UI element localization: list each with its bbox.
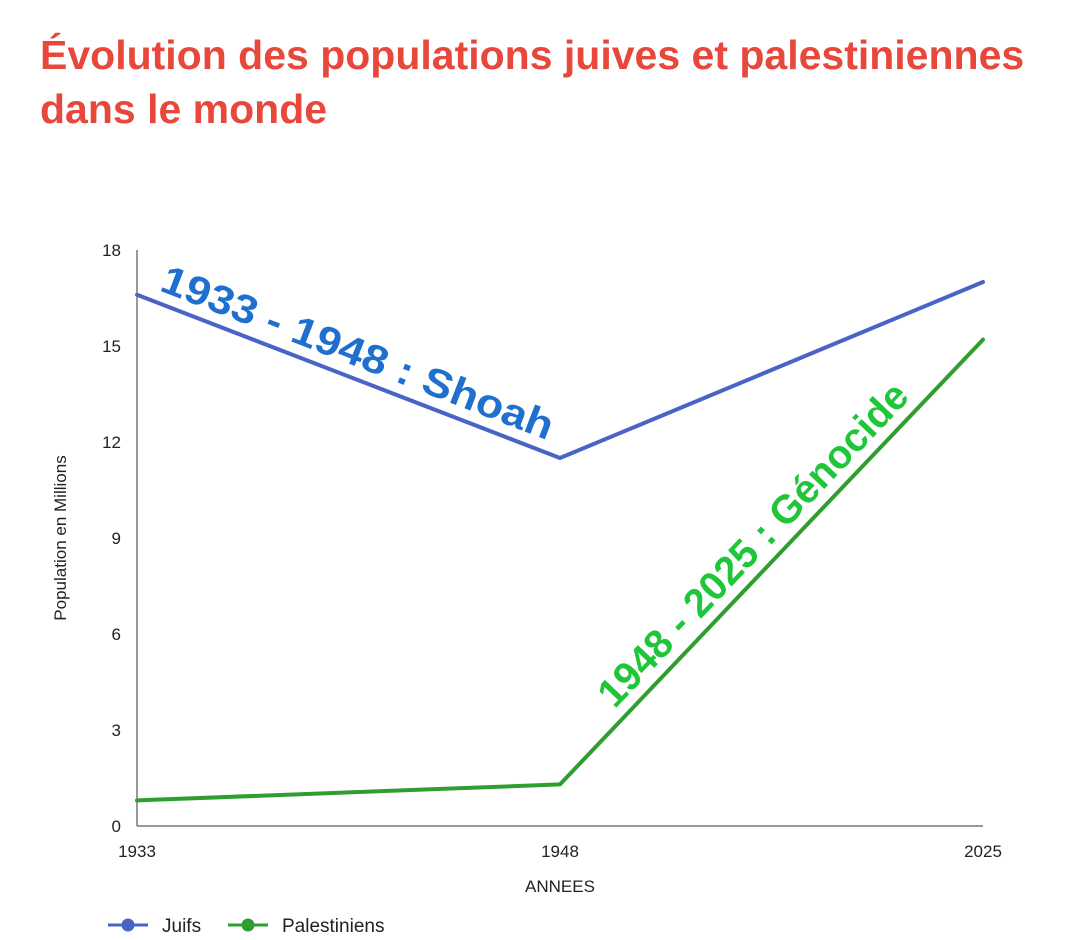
x-tick-label: 2025 bbox=[964, 842, 1002, 861]
legend-swatch-dot bbox=[121, 918, 135, 932]
series-lines bbox=[135, 280, 985, 803]
legend-label: Palestiniens bbox=[282, 916, 384, 937]
y-tick-label: 6 bbox=[112, 625, 121, 644]
series-line-0 bbox=[135, 280, 985, 460]
x-axis-title: ANNEES bbox=[525, 877, 595, 896]
chart-title: Évolution des populations juives et pale… bbox=[40, 32, 1025, 132]
annotation-0: 1933 - 1948 : Shoah bbox=[155, 257, 560, 448]
x-tick-label: 1933 bbox=[118, 842, 156, 861]
axes: 0 3 6 9 12 15 18 1933 1948 2025 ANNEES Population e… bbox=[51, 241, 1002, 896]
x-tick-label: 1948 bbox=[541, 842, 579, 861]
y-tick-label: 18 bbox=[102, 241, 121, 260]
y-tick-label: 0 bbox=[112, 817, 121, 836]
legend-label: Juifs bbox=[162, 916, 201, 937]
y-axis-title: Population en Millions bbox=[51, 455, 70, 620]
series-line-1 bbox=[135, 337, 985, 803]
y-tick-label: 12 bbox=[102, 433, 121, 452]
legend: Juifs Palestiniens bbox=[108, 916, 384, 937]
y-tick-label: 15 bbox=[102, 337, 121, 356]
y-tick-label: 9 bbox=[112, 529, 121, 548]
y-tick-label: 3 bbox=[112, 721, 121, 740]
legend-swatch-dot bbox=[241, 918, 255, 932]
